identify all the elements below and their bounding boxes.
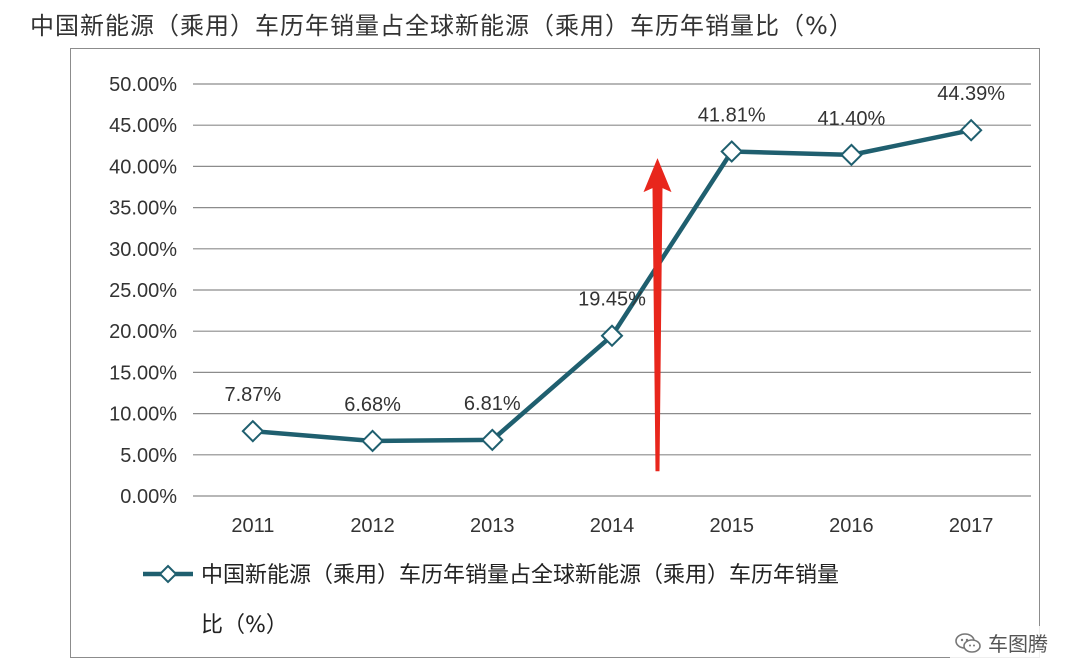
data-point-2013 xyxy=(480,428,504,452)
y-tick-label: 15.00% xyxy=(109,362,177,384)
x-tick-label: 2012 xyxy=(350,515,395,537)
legend-marker-swatch xyxy=(158,564,178,584)
y-tick-label: 20.00% xyxy=(109,321,177,343)
data-label-2011: 7.87% xyxy=(224,384,281,406)
x-tick-label: 2017 xyxy=(949,515,994,537)
x-tick-label: 2014 xyxy=(590,515,635,537)
growth-arrow-annotation xyxy=(643,158,672,472)
data-point-2012 xyxy=(361,429,384,453)
data-label-2016: 41.40% xyxy=(818,108,886,130)
y-tick-label: 0.00% xyxy=(120,486,177,508)
watermark-text: 车图腾 xyxy=(988,632,1048,656)
x-tick-label: 2013 xyxy=(470,515,515,537)
red-arrow xyxy=(643,158,672,472)
data-point-2014 xyxy=(600,324,624,348)
y-tick-label: 40.00% xyxy=(109,156,177,178)
x-tick-label: 2016 xyxy=(829,515,874,537)
wechat-icon xyxy=(955,632,981,653)
legend: 中国新能源（乘用）车历年销量占全球新能源（乘用）车历年销量比（%） xyxy=(143,563,839,638)
data-label-2014: 19.45% xyxy=(578,289,646,311)
y-tick-label: 35.00% xyxy=(109,198,177,220)
x-tick-label: 2015 xyxy=(709,515,754,537)
y-tick-label: 5.00% xyxy=(120,445,177,467)
x-axis-tick-labels: 2011 2012 2013 2014 2015 2016 2017 xyxy=(231,515,993,537)
chart-frame: 0.00% 5.00% 10.00% 15.00% 20.00% 25.00% 30.00%… xyxy=(70,48,1040,658)
data-labels: 7.87% 6.68% 6.81% 19.45% 41.81% 41.40% 44.39% xyxy=(224,83,1005,416)
data-point-2017 xyxy=(959,118,983,142)
data-point-markers xyxy=(241,118,983,453)
watermark: 车图腾 xyxy=(950,626,1052,659)
data-label-2015: 41.81% xyxy=(698,104,766,126)
x-tick-label: 2011 xyxy=(231,515,274,537)
y-tick-label: 30.00% xyxy=(109,239,177,261)
legend-label-line-1: 中国新能源（乘用）车历年销量占全球新能源（乘用）车历年销量 xyxy=(201,563,839,588)
data-point-2016 xyxy=(840,143,863,167)
data-point-2011 xyxy=(241,419,265,443)
y-tick-label: 50.00% xyxy=(109,74,177,96)
y-tick-label: 45.00% xyxy=(109,115,177,137)
line-chart: 0.00% 5.00% 10.00% 15.00% 20.00% 25.00% 30.00%… xyxy=(109,74,1031,638)
page-title: 中国新能源（乘用）车历年销量占全球新能源（乘用）车历年销量比（%） xyxy=(30,12,854,40)
data-label-2012: 6.68% xyxy=(344,394,401,416)
legend-label-line-2: 比（%） xyxy=(201,613,288,638)
data-label-2013: 6.81% xyxy=(464,393,521,415)
data-label-2017: 44.39% xyxy=(937,83,1005,105)
y-tick-label: 10.00% xyxy=(109,404,177,426)
y-tick-label: 25.00% xyxy=(109,280,177,302)
data-point-2015 xyxy=(720,140,744,163)
y-axis-tick-labels: 0.00% 5.00% 10.00% 15.00% 20.00% 25.00% 30.00%… xyxy=(109,74,177,508)
